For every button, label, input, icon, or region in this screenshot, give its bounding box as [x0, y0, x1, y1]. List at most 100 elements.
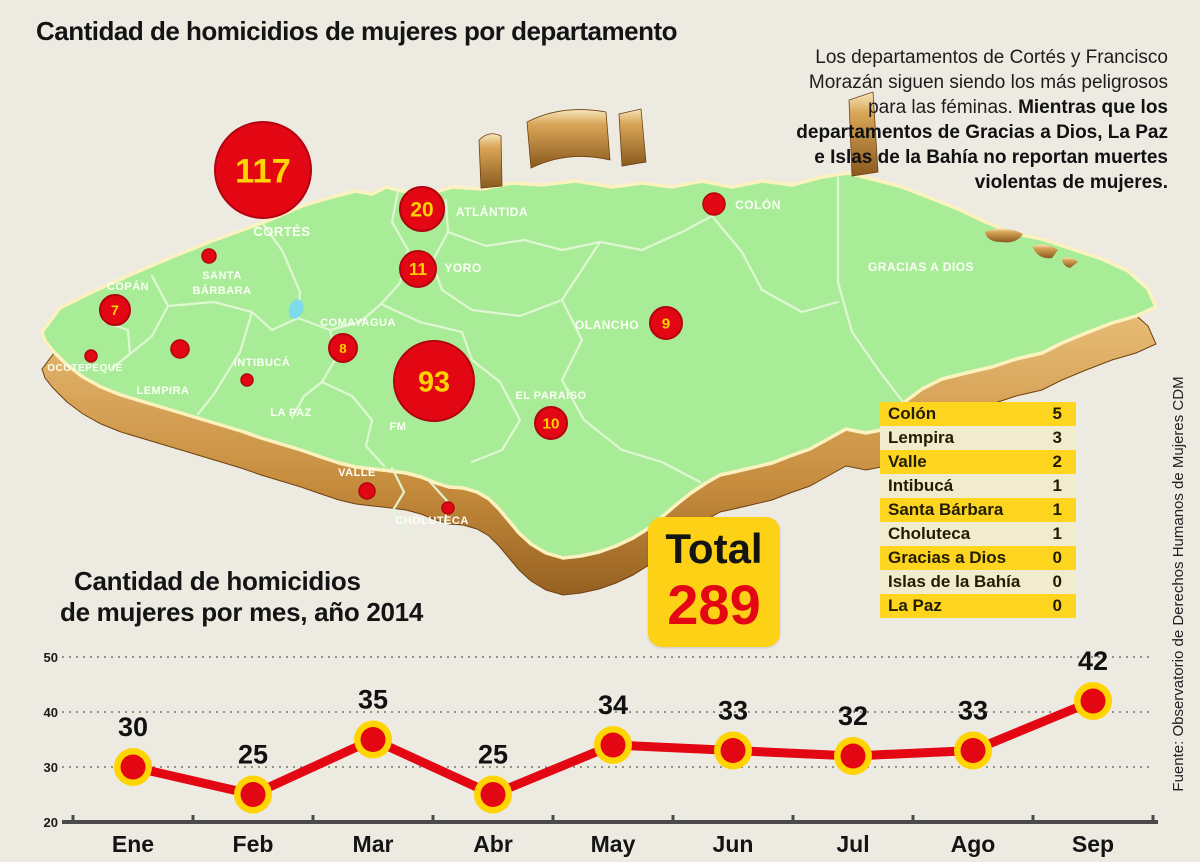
x-tick-label-Ene: Ene: [112, 831, 154, 857]
total-label: Total: [665, 525, 763, 572]
table-row-label: La Paz: [888, 596, 942, 615]
data-point: [240, 782, 266, 807]
data-label-Mar: 35: [358, 685, 388, 715]
table-row-label: Gracias a Dios: [888, 548, 1007, 567]
y-tick-label-30: 30: [44, 760, 58, 775]
page-title: Cantidad de homicidios de mujeres por de…: [36, 16, 678, 46]
data-label-Jul: 32: [838, 701, 868, 731]
dept-circle-cortes: [214, 121, 312, 219]
table-row: Intibucá 1: [880, 474, 1076, 498]
department-borders: [102, 176, 905, 534]
data-label-Abr: 25: [478, 740, 508, 770]
honduras-map: CORTÉS ATLÁNTIDA COLÓN GRACIAS A DIOS YORO OL…: [40, 91, 1158, 596]
dept-dot-ocotepeque: [84, 349, 98, 363]
table-row-value: 2: [1052, 452, 1062, 471]
x-tick-label-Feb: Feb: [233, 831, 274, 857]
dept-circle-olancho: [649, 306, 683, 340]
map-markers: 117 20 11 9 7 8 93 10: [84, 121, 726, 515]
dept-label-comayagua: COMAYAGUA: [320, 317, 396, 329]
dept-label-la-paz: LA PAZ: [270, 407, 312, 419]
dept-label-valle: VALLE: [338, 467, 376, 479]
x-tick-label-Ago: Ago: [951, 831, 996, 857]
dept-label-intibuca: INTIBUCÁ: [234, 356, 291, 369]
x-tick-label-Jul: Jul: [836, 831, 869, 857]
annotation-regular: Los departamentos de Cortés y Francisco …: [808, 47, 1168, 118]
dept-circle-yoro: [399, 250, 437, 288]
dept-count-cortes: 117: [235, 152, 291, 190]
dept-count-copan: 7: [111, 303, 119, 319]
table-row-value: 3: [1052, 428, 1062, 447]
islands-bahia: [478, 91, 1078, 268]
data-label-Ago: 33: [958, 696, 988, 726]
table-row-label: Colón: [888, 404, 937, 423]
annotation-text: Los departamentos de Cortés y Francisco …: [796, 45, 1168, 195]
table-row-value: 1: [1052, 524, 1062, 543]
dept-count-olancho: 9: [662, 315, 670, 332]
dept-label-olancho: OLANCHO: [575, 318, 639, 332]
data-point: [720, 738, 746, 763]
dept-dot-colon: [702, 192, 726, 216]
x-tick-label-May: May: [591, 831, 636, 857]
y-tick-label-20: 20: [44, 815, 58, 830]
dept-dot-valle: [358, 482, 376, 500]
table-row-value: 5: [1052, 404, 1062, 423]
total-value: 289: [667, 573, 761, 636]
data-label-May: 34: [598, 690, 628, 720]
dept-label-santa-barbara: SANTA: [202, 270, 242, 282]
data-point: [120, 754, 146, 780]
table-row: Islas de la Bahía 0: [880, 570, 1076, 594]
table-row-label: Santa Bárbara: [888, 500, 1004, 519]
table-row: Colón 5: [880, 402, 1076, 426]
table-row-label: Lempira: [888, 428, 955, 447]
table-row: La Paz 0: [880, 594, 1076, 618]
data-label-Sep: 42: [1078, 646, 1108, 676]
x-tick-label-Sep: Sep: [1072, 831, 1114, 857]
table-row-value: 0: [1052, 572, 1062, 591]
y-tick-label-50: 50: [44, 650, 58, 665]
x-tick-label-Abr: Abr: [473, 831, 513, 857]
table-row-label: Islas de la Bahía: [888, 572, 1021, 591]
x-tick-label-Jun: Jun: [713, 831, 754, 857]
data-point: [1080, 688, 1106, 714]
dept-label-yoro: YORO: [444, 261, 481, 275]
table-row-label: Choluteca: [888, 524, 971, 543]
dept-dot-lempira: [170, 339, 190, 359]
dept-dot-choluteca: [441, 501, 455, 515]
dept-circle-atlantida: [399, 186, 445, 232]
dept-label-atlantida: ATLÁNTIDA: [456, 204, 528, 219]
table-row: Valle 2: [880, 450, 1076, 474]
department-table: Colón 5 Lempira 3 Valle 2 Intibucá 1 Santa Bárba…: [880, 402, 1076, 618]
data-point: [840, 743, 866, 769]
dept-label-colon: COLÓN: [735, 197, 781, 212]
dept-circle-copan: [99, 294, 131, 326]
dept-circle-el-paraiso: [534, 406, 568, 440]
dept-count-comayagua: 8: [339, 341, 346, 356]
table-row-value: 1: [1052, 500, 1062, 519]
table-row-value: 1: [1052, 476, 1062, 495]
dept-dot-intibuca: [240, 373, 254, 387]
table-row-value: 0: [1052, 548, 1062, 567]
dept-count-el-paraiso: 10: [543, 415, 560, 432]
data-point: [480, 782, 506, 807]
data-label-Jun: 33: [718, 696, 748, 726]
dept-label-el-paraiso: EL PARAÍSO: [515, 389, 586, 402]
data-point: [960, 738, 986, 763]
dept-label-fm: FM: [390, 421, 407, 433]
dept-label-lempira: LEMPIRA: [137, 385, 190, 397]
dept-dot-santa-barbara: [201, 248, 217, 264]
dept-count-yoro: 11: [409, 260, 428, 279]
dept-label-choluteca: CHOLUTECA: [395, 515, 469, 527]
chart-title-line2: de mujeres por mes, año 2014: [60, 597, 423, 627]
dept-label-cortes: CORTÉS: [253, 224, 310, 239]
data-label-Ene: 30: [118, 712, 148, 742]
total-box: Total 289: [648, 517, 780, 647]
table-row: Choluteca 1: [880, 522, 1076, 546]
lake-icon: [288, 299, 304, 319]
x-tick-label-Mar: Mar: [353, 831, 394, 857]
y-tick-label-40: 40: [44, 705, 58, 720]
dept-label-copan: COPÁN: [107, 280, 149, 293]
dept-count-atlantida: 20: [410, 199, 433, 222]
annotation-bold: Mientras que los departamentos de Gracia…: [796, 97, 1168, 193]
dept-label-ocotepeque: OCOTEPEQUE: [47, 363, 123, 374]
